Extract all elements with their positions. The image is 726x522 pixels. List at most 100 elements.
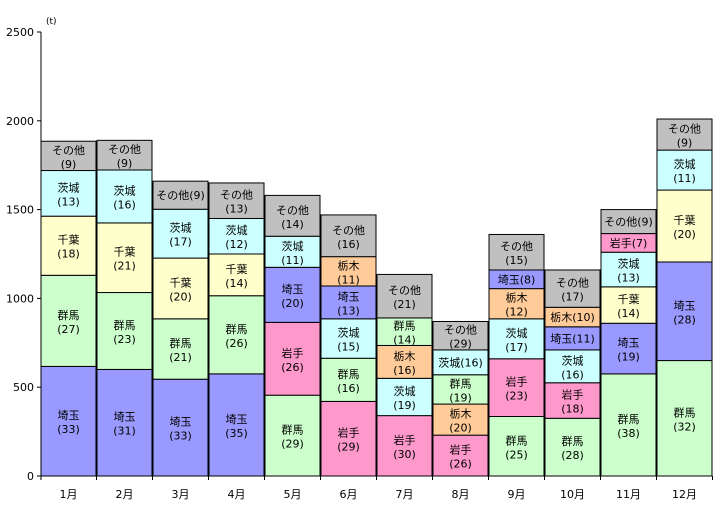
segment-label-name: 茨城 <box>506 326 528 340</box>
segment-label-share: (11) <box>281 254 304 267</box>
bar-segment-other <box>208 182 265 219</box>
segment-label-share: (23) <box>505 390 528 403</box>
segment-label-share: (14) <box>393 334 416 347</box>
segment-label-name: 岩手 <box>394 433 416 447</box>
bar-segment-other <box>488 233 545 271</box>
segment-label-name: その他 <box>444 324 477 337</box>
bar-group-7: 岩手(30) 茨城(19) 栃木(16) 群馬(14) その他(21) <box>376 273 433 477</box>
bar-segment-chiba <box>656 189 713 263</box>
segment-label-name: その他 <box>332 224 365 237</box>
bar-group-11: 群馬(38) 埼玉(19) 千葉(14) 茨城(13) 岩手(7) その他(9) <box>600 209 657 477</box>
y-tick-label: 2500 <box>6 26 34 39</box>
segment-label-share: (17) <box>561 291 584 304</box>
bar-segment-gunma <box>96 292 153 370</box>
segment-label-share: (19) <box>449 391 472 404</box>
bar-segment-gunma <box>600 373 657 477</box>
segment-label-name: 埼玉 <box>170 415 192 429</box>
segment-label-name: 埼玉(11) <box>550 331 595 345</box>
bar-group-2: 埼玉(31) 群馬(23) 千葉(21) 茨城(16) その他(9) <box>96 139 153 477</box>
segment-label-share: (14) <box>617 307 640 320</box>
segment-label-name: その他 <box>108 143 141 156</box>
x-tick-label: 12月 <box>672 488 697 501</box>
segment-label-share: (27) <box>57 323 80 336</box>
segment-label-name: 栃木 <box>506 291 528 305</box>
segment-label-name: 千葉 <box>226 262 248 276</box>
segment-label-name: 栃木 <box>338 258 360 272</box>
segment-label-share: (11) <box>673 172 696 185</box>
segment-label-share: (19) <box>393 399 416 412</box>
segment-label-share: (33) <box>169 430 192 443</box>
segment-label-share: (13) <box>225 203 248 216</box>
bar-segment-tochigi <box>488 288 545 320</box>
segment-label-share: (12) <box>505 306 528 319</box>
bar-segment-ibaraki <box>320 318 377 359</box>
bar-segment-chiba <box>152 257 209 320</box>
x-tick-label: 6月 <box>340 488 358 501</box>
segment-label-name: 茨城 <box>170 221 192 235</box>
bar-segment-other <box>544 269 601 308</box>
segment-label-share: (15) <box>505 254 528 267</box>
segment-label-share: (14) <box>225 277 248 290</box>
bar-segment-other <box>152 180 209 210</box>
segment-label-share: (15) <box>337 341 360 354</box>
bar-segment-other <box>40 140 97 172</box>
x-tick-label: 4月 <box>228 488 246 501</box>
segment-label-share: (26) <box>449 458 472 471</box>
segment-label-share: (21) <box>113 260 136 273</box>
segment-label-name: 栃木(10) <box>550 310 595 324</box>
segment-label-name: 茨城 <box>226 223 248 237</box>
segment-label-share: (28) <box>561 449 584 462</box>
segment-label-name: その他(9) <box>604 216 653 229</box>
segment-label-share: (21) <box>393 298 416 311</box>
bar-group-4: 埼玉(35) 群馬(26) 千葉(14) 茨城(12) その他(13) <box>208 182 265 477</box>
axes-layer: 1月 2月 3月 4月 5月 6月 7月 8月 9月 10月 11月 12月 0 500 1000 1500 2… <box>6 26 713 501</box>
x-tick-label: 10月 <box>560 488 585 501</box>
segment-label-share: (16) <box>337 382 360 395</box>
segment-label-name: 千葉 <box>170 275 192 289</box>
segment-label-name: 栃木 <box>450 407 472 421</box>
segment-label-share: (16) <box>113 198 136 211</box>
segment-label-name: 群馬 <box>394 319 416 333</box>
segment-label-share: (31) <box>113 425 136 438</box>
segment-label-name: 栃木 <box>394 349 416 363</box>
bar-segment-tochigi <box>320 256 377 287</box>
segment-label-name: その他 <box>556 277 589 290</box>
segment-label-share: (18) <box>57 248 80 261</box>
bar-group-6: 岩手(29)群馬(16)茨城(15)埼玉(13)栃木(11)その他(16) <box>320 214 377 477</box>
segment-label-name: 茨城 <box>58 180 80 194</box>
segment-label-name: 岩手 <box>338 426 360 440</box>
bar-segment-ibaraki <box>656 149 713 191</box>
bar-segment-gunma <box>208 295 265 375</box>
segment-label-name: 群馬 <box>226 322 248 336</box>
y-tick-label: 0 <box>27 470 34 483</box>
segment-label-share: (35) <box>225 427 248 440</box>
segment-label-name: 群馬 <box>170 336 192 350</box>
x-tick-label: 8月 <box>452 488 470 501</box>
y-tick-label: 2000 <box>6 115 34 128</box>
segment-label-share: (28) <box>673 313 696 326</box>
bar-segment-other <box>376 273 433 319</box>
segment-label-name: 茨城 <box>618 257 640 271</box>
x-tick-label: 11月 <box>616 488 641 501</box>
segment-label-share: (20) <box>449 422 472 435</box>
segment-label-name: 群馬 <box>618 412 640 426</box>
x-tick-label: 5月 <box>284 488 302 501</box>
segment-label-name: 茨城 <box>338 326 360 340</box>
bar-segment-gunma <box>320 357 377 402</box>
bar-segment-saitama <box>656 261 713 362</box>
segment-label-share: (30) <box>393 448 416 461</box>
segment-label-name: 千葉 <box>58 233 80 247</box>
segment-label-name: 茨城 <box>562 353 584 367</box>
segment-label-name: 埼玉(8) <box>498 272 536 286</box>
bar-segment-ibaraki <box>264 235 321 268</box>
segment-label-share: (16) <box>393 364 416 377</box>
segment-label-name: 茨城 <box>674 157 696 171</box>
segment-label-share: (9) <box>677 137 693 150</box>
bar-segment-iwate <box>544 382 601 419</box>
segment-label-name: 岩手 <box>562 388 584 402</box>
segment-label-name: 千葉 <box>114 245 136 259</box>
bar-group-12: 群馬(32) 埼玉(28) 千葉(20) 茨城(11) その他(9) <box>656 118 713 477</box>
y-tick-label: 1000 <box>6 292 34 305</box>
segment-label-share: (29) <box>337 441 360 454</box>
